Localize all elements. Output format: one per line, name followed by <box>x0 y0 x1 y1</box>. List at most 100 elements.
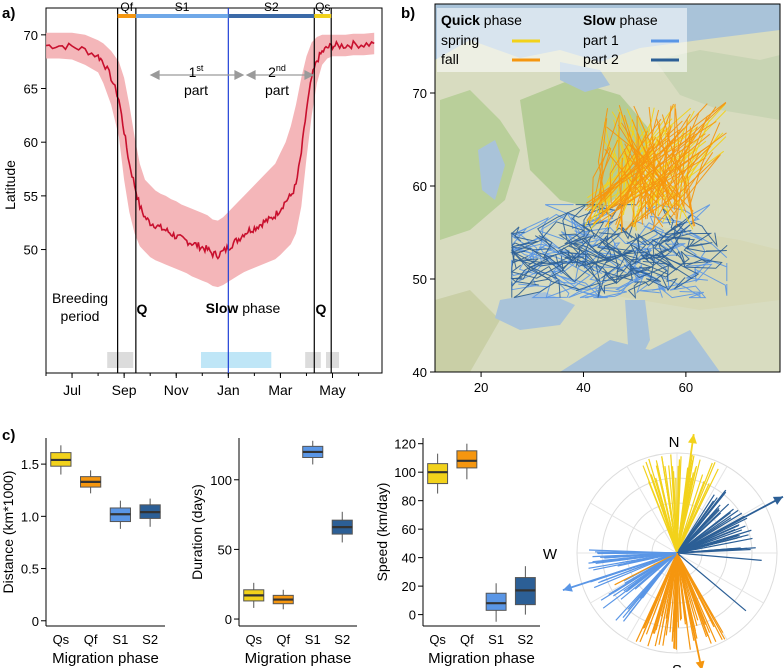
latitude-mean-line <box>45 39 375 260</box>
rose-mean-arrow <box>676 495 784 554</box>
a-x-tick-label: Sep <box>112 382 137 398</box>
rose-radial <box>676 466 728 554</box>
slow-track <box>641 229 728 258</box>
box-body <box>427 463 449 485</box>
rose-spoke <box>676 552 762 562</box>
box-x-axis-label: Migration phase <box>428 650 535 667</box>
quick-track <box>618 109 660 211</box>
slow-track <box>584 276 634 299</box>
b-y-tick-label: 60 <box>413 179 427 194</box>
migration-tracks <box>510 101 728 300</box>
rose-spoke <box>642 465 678 554</box>
phase-bar-label: Qs <box>315 0 330 14</box>
box-y-tick-label: 100 <box>210 473 232 488</box>
quick-spring-q-label: Q <box>316 301 327 317</box>
rose-arrow-head <box>695 660 705 668</box>
b-x-tick-label: 20 <box>474 380 488 395</box>
quick-track <box>655 132 685 203</box>
panel-a-frame <box>45 7 383 374</box>
box-category-label: S2 <box>334 632 350 647</box>
rose-mean-arrow <box>676 552 703 668</box>
box-category-label: S1 <box>305 632 321 647</box>
rose-spoke <box>676 468 719 554</box>
a-bottom-shade <box>200 352 272 368</box>
rose-spoke <box>676 552 747 612</box>
part2-word: part <box>265 82 289 98</box>
panel-a-bottom-shades <box>107 352 340 368</box>
quick-track <box>616 147 640 229</box>
b-x-tick-label: 40 <box>576 380 590 395</box>
rose-mean-arrow <box>562 552 678 591</box>
phase-bar-segment <box>314 14 332 18</box>
legend-slow-phase-title: Slow phase <box>583 12 658 28</box>
slow-track <box>669 285 707 299</box>
rose-spoke <box>655 460 678 554</box>
a-y-tick-label: 50 <box>24 243 38 258</box>
box-category-label: Qf <box>84 632 98 647</box>
slow-track <box>586 234 655 262</box>
legend-item-part1: part 1 <box>583 32 619 48</box>
box-category-label: Qs <box>429 632 446 647</box>
rose-spoke <box>676 537 753 554</box>
rose-spoke <box>676 460 681 554</box>
duration-boxplot: 0 50 100 Duration (days) Migration phase Qs Qf… <box>189 438 357 667</box>
rose-spoke <box>627 552 678 589</box>
slow-track <box>646 248 693 280</box>
phase-boundary-lines <box>117 8 332 373</box>
slow-track <box>626 229 696 250</box>
a-y-tick-label: 65 <box>24 82 38 97</box>
part1-word: part <box>184 82 208 98</box>
quick-track <box>688 122 721 208</box>
quick-fall-q-label: Q <box>137 301 148 317</box>
rose-spoke <box>642 552 678 629</box>
a-bottom-shade <box>305 352 321 368</box>
slow-track <box>564 256 616 295</box>
rose-spoke <box>593 552 678 589</box>
rose-spoke <box>676 494 715 554</box>
a-bottom-shade <box>107 352 134 368</box>
slow-track <box>575 270 633 298</box>
box-category-label: S2 <box>142 632 158 647</box>
b-y-tick-label: 40 <box>413 365 427 380</box>
slow-track <box>652 214 692 247</box>
rose-spoke <box>600 552 678 601</box>
rose-spoke <box>620 552 678 600</box>
rose-spoke <box>674 552 678 628</box>
slow-track <box>567 236 612 273</box>
box-category-label: S2 <box>517 632 533 647</box>
direction-rose: NESW <box>543 434 784 668</box>
rose-spoke <box>676 548 742 554</box>
box-y-tick-label: 0 <box>409 608 416 623</box>
rose-spoke <box>676 504 721 554</box>
slow-track <box>666 221 718 248</box>
quick-track <box>636 134 650 206</box>
box-body <box>485 592 507 611</box>
slow-track <box>513 278 561 299</box>
box-y-tick-label: 20 <box>402 579 416 594</box>
slow-track <box>510 245 587 279</box>
phase-bar: Qf S1 S2 Qs <box>117 0 332 18</box>
phase-bar-label: S1 <box>175 0 190 14</box>
box-y-tick-label: 50 <box>218 542 232 557</box>
slow-track <box>661 232 713 247</box>
legend-item-spring: spring <box>441 32 479 48</box>
slow-track <box>638 242 690 278</box>
slow-phase-label: Slow phase <box>206 300 281 316</box>
panel-a-latitude-chart: a) Latitude 50 55 60 65 70 Jul Sep Nov Jan Mar Ma… <box>2 0 383 398</box>
a-x-tick-label: Nov <box>164 382 189 398</box>
slow-track <box>512 238 567 280</box>
slow-track <box>511 253 574 298</box>
rose-spoke <box>614 552 678 586</box>
phase-bar-segment <box>135 14 229 18</box>
rose-spoke <box>661 456 678 554</box>
box-y-tick-label: 0 <box>225 612 232 627</box>
a-y-tick-label: 70 <box>24 28 38 43</box>
box-category-label: Qf <box>276 632 290 647</box>
slow-track <box>656 274 701 299</box>
box-category-label: Qs <box>245 632 262 647</box>
slow-track <box>537 204 604 248</box>
slow-track <box>531 234 596 283</box>
b-y-tick-label: 70 <box>413 86 427 101</box>
slow-track <box>511 242 598 269</box>
part-arrows <box>149 70 315 80</box>
